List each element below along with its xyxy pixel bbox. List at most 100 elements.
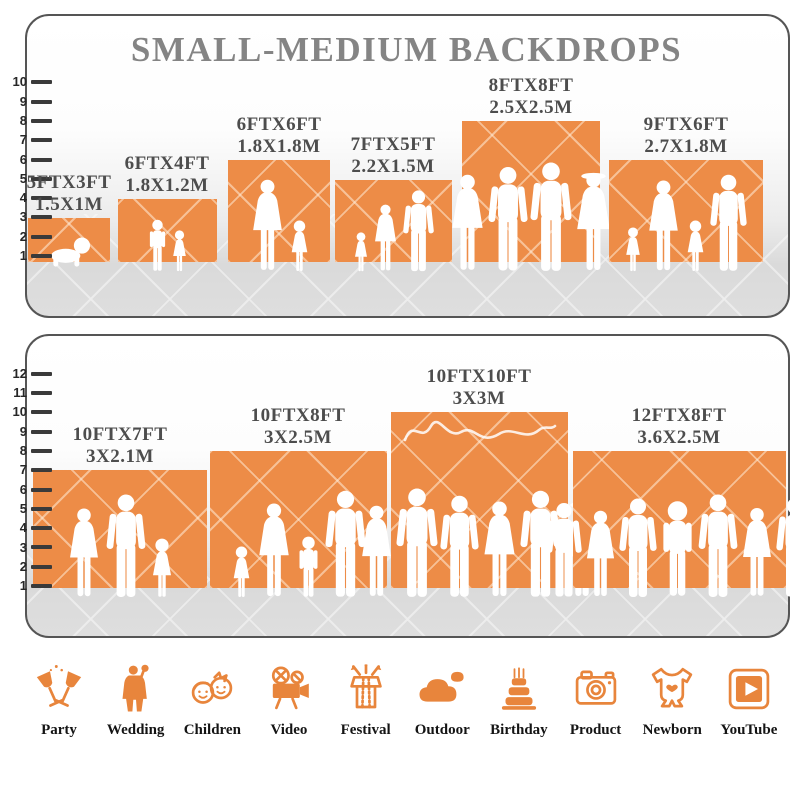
silhouette-boy bbox=[147, 219, 168, 272]
bar-size-label: 12FTX8FT 3.6X2.5M bbox=[631, 405, 727, 449]
ruler-tick bbox=[31, 80, 52, 84]
category-party: Party bbox=[22, 660, 96, 739]
category-newborn: Newborn bbox=[635, 660, 709, 739]
silhouette-woman bbox=[372, 204, 399, 272]
ruler-number: 8 bbox=[19, 113, 27, 128]
silhouette-woman bbox=[249, 179, 286, 272]
silhouette-girl bbox=[171, 230, 188, 272]
ruler-number: 10 bbox=[12, 404, 27, 419]
silhouette-boy bbox=[658, 500, 697, 598]
ruler-tick bbox=[31, 430, 52, 434]
silhouette-woman bbox=[448, 174, 487, 272]
bar-12ftx8ft bbox=[573, 451, 786, 588]
ruler-tick bbox=[31, 584, 52, 588]
ruler-number: 1 bbox=[19, 248, 27, 263]
cloud-icon bbox=[419, 671, 464, 702]
ruler-number: 4 bbox=[19, 190, 27, 205]
silhouette-woman bbox=[358, 505, 395, 598]
ruler-number: 3 bbox=[19, 209, 27, 224]
ruler-number: 3 bbox=[19, 540, 27, 555]
bar-10ftx10ft bbox=[391, 412, 568, 588]
bar-6ftx4ft bbox=[118, 199, 217, 262]
silhouette-girl bbox=[685, 220, 706, 272]
bar-size-label: 9FTX6FT 2.7X1.8M bbox=[643, 114, 729, 158]
ruler-tick bbox=[31, 100, 52, 104]
ruler-tick bbox=[31, 196, 52, 200]
ruler-tick bbox=[31, 488, 52, 492]
bar-size-label: 6FTX6FT 1.8X1.8M bbox=[236, 114, 322, 158]
bar-7ftx5ft bbox=[335, 180, 452, 262]
silhouette-girl bbox=[150, 538, 174, 598]
silhouette-man bbox=[402, 190, 435, 272]
page-title: SMALL-MEDIUM BACKDROPS bbox=[130, 30, 683, 69]
category-label: Wedding bbox=[106, 722, 165, 738]
category-children: Children bbox=[175, 660, 249, 739]
ruler-number: 7 bbox=[19, 462, 27, 477]
category-label: Newborn bbox=[642, 722, 702, 738]
ruler-tick bbox=[31, 468, 52, 472]
silhouette-man bbox=[545, 502, 583, 598]
category-label: Party bbox=[41, 722, 77, 738]
ruler-number: 4 bbox=[19, 520, 27, 535]
children-faces-icon bbox=[192, 671, 233, 704]
silhouette-woman bbox=[645, 180, 682, 272]
ruler-tick bbox=[31, 177, 52, 181]
silhouette-man bbox=[618, 498, 658, 598]
ruler-tick bbox=[31, 565, 52, 569]
category-label: Birthday bbox=[490, 722, 548, 738]
silhouette-boy bbox=[296, 536, 321, 598]
ruler-number: 8 bbox=[19, 443, 27, 458]
ruler-number: 6 bbox=[19, 152, 27, 167]
bar-9ftx6ft bbox=[609, 160, 763, 262]
silhouette-girl bbox=[289, 220, 310, 272]
youtube-play-icon bbox=[728, 668, 770, 710]
watermark-script bbox=[403, 420, 557, 442]
ruler-tick bbox=[31, 215, 52, 219]
bar-size-label: 10FTX8FT 3X2.5M bbox=[250, 405, 346, 449]
bar-size-label: 10FTX7FT 3X2.1M bbox=[72, 424, 168, 468]
silhouette-man bbox=[105, 494, 147, 598]
silhouette-woman bbox=[255, 503, 293, 598]
silhouette-girl bbox=[231, 546, 252, 598]
ruler-tick bbox=[31, 391, 52, 395]
party-glasses-icon bbox=[36, 665, 82, 707]
ruler-tick bbox=[31, 449, 52, 453]
ruler-number: 6 bbox=[19, 482, 27, 497]
bar-size-label: 5FTX3FT 1.5X1M bbox=[26, 172, 112, 216]
category-label: Festival bbox=[340, 722, 391, 738]
silhouette-woman bbox=[739, 507, 775, 598]
category-label: YouTube bbox=[720, 722, 778, 738]
silhouette-man bbox=[529, 162, 573, 272]
category-wedding: Wedding bbox=[99, 660, 173, 739]
ruler-tick bbox=[31, 410, 52, 414]
silhouette-man bbox=[487, 166, 529, 272]
ruler-tick bbox=[31, 158, 52, 162]
ruler-tick bbox=[31, 235, 52, 239]
silhouette-girl bbox=[353, 232, 369, 272]
ruler-tick bbox=[31, 526, 52, 530]
ruler-number: 5 bbox=[19, 501, 27, 516]
bar-size-label: 6FTX4FT 1.8X1.2M bbox=[124, 153, 210, 197]
silhouette-man bbox=[395, 488, 439, 598]
ruler-number: 11 bbox=[13, 385, 27, 400]
category-festival: Festival bbox=[329, 660, 403, 739]
bar-6ftx6ft bbox=[228, 160, 330, 262]
silhouette-girl bbox=[624, 227, 642, 272]
ruler-number: 9 bbox=[19, 94, 27, 109]
ruler-number: 10 bbox=[12, 74, 27, 89]
category-row: Party Wedding Childre bbox=[22, 660, 786, 764]
bar-size-label: 8FTX8FT 2.5X2.5M bbox=[488, 75, 574, 119]
wedding-couple-icon bbox=[122, 664, 149, 712]
silhouette-baby bbox=[42, 235, 96, 268]
ruler-number: 2 bbox=[19, 559, 27, 574]
ruler-number: 9 bbox=[19, 424, 27, 439]
silhouette-woman bbox=[480, 501, 519, 598]
gift-box-icon bbox=[349, 664, 382, 709]
baby-onesie-icon bbox=[652, 667, 693, 708]
category-label: Children bbox=[183, 722, 241, 738]
ruler-tick bbox=[31, 507, 52, 511]
category-label: Outdoor bbox=[414, 722, 470, 738]
ruler-number: 7 bbox=[19, 132, 27, 147]
category-label: Video bbox=[270, 722, 308, 738]
bar-10ftx8ft bbox=[210, 451, 387, 588]
